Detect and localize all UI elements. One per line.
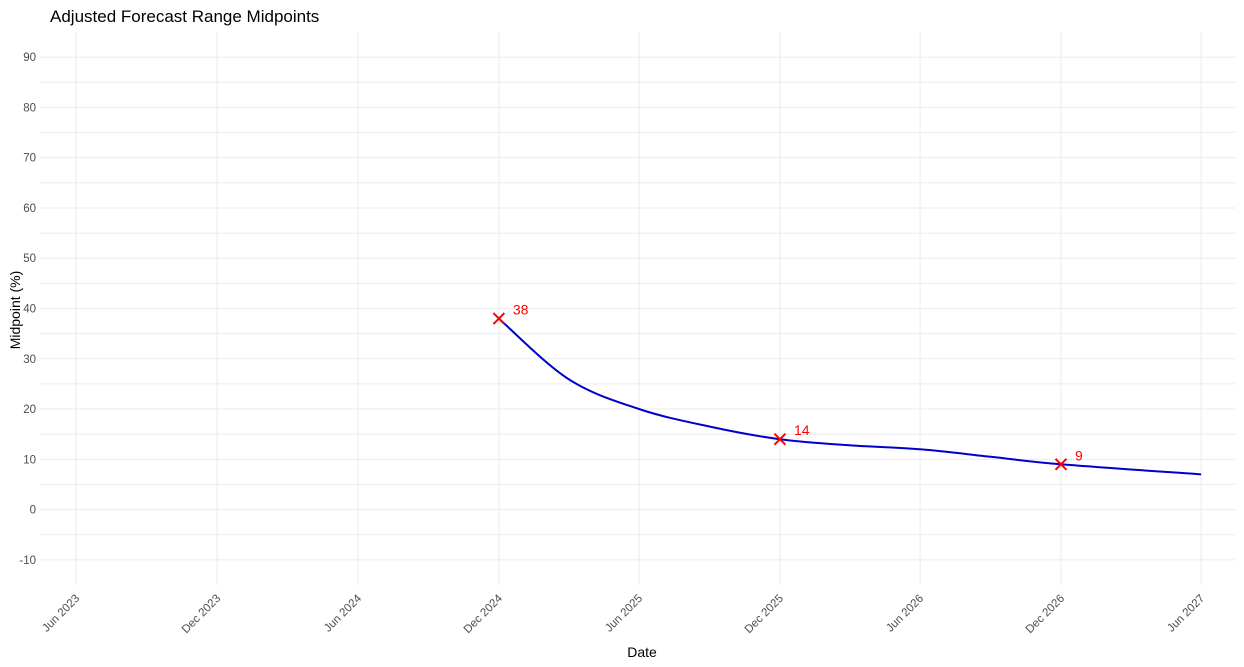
- data-point-marker: [1054, 458, 1068, 471]
- marker-x-stroke: [1054, 458, 1068, 471]
- y-tick-label: 50: [23, 253, 36, 265]
- x-tick-label: Jun 2027: [1165, 593, 1207, 635]
- marker-layer: 38 14 9: [492, 302, 1083, 471]
- data-point-marker: [773, 433, 787, 446]
- x-tick-label: Jun 2025: [603, 593, 645, 635]
- x-axis-ticks: Jun 2023 Dec 2023 Jun 2024 Dec 2024 Jun 2025…: [40, 592, 1207, 636]
- x-tick-label: Dec 2025: [743, 593, 786, 636]
- x-axis-title: Date: [627, 644, 657, 660]
- y-tick-label: 70: [23, 153, 36, 165]
- series-line: [498, 317, 1202, 476]
- y-tick-label: 0: [30, 505, 36, 517]
- grid-layer: [40, 32, 1235, 585]
- data-point-marker: [492, 312, 506, 325]
- y-tick-label: 90: [23, 52, 36, 64]
- y-tick-label: 10: [23, 454, 36, 466]
- series-layer: [498, 317, 1202, 476]
- marker-x-stroke: [773, 433, 787, 446]
- marker-x-stroke: [492, 312, 506, 325]
- data-label: 38: [513, 302, 529, 318]
- chart-title: Adjusted Forecast Range Midpoints: [50, 7, 319, 26]
- y-tick-label: 60: [23, 203, 36, 215]
- y-axis-ticks: -10 0 10 20 30 40 50 60 70 80 90: [19, 52, 36, 567]
- x-tick-label: Jun 2026: [884, 593, 926, 635]
- y-tick-label: -10: [19, 555, 36, 567]
- x-tick-label: Dec 2024: [462, 592, 506, 636]
- data-label: 9: [1075, 447, 1083, 463]
- x-tick-label: Jun 2024: [322, 592, 364, 634]
- y-tick-label: 20: [23, 404, 36, 416]
- x-tick-label: Jun 2023: [40, 593, 82, 635]
- x-tick-label: Dec 2026: [1024, 593, 1067, 636]
- y-tick-label: 30: [23, 354, 36, 366]
- y-tick-label: 80: [23, 102, 36, 114]
- x-tick-label: Dec 2023: [180, 593, 223, 636]
- data-label: 14: [794, 422, 810, 438]
- y-axis-title: Midpoint (%): [7, 271, 23, 350]
- y-tick-label: 40: [23, 304, 36, 316]
